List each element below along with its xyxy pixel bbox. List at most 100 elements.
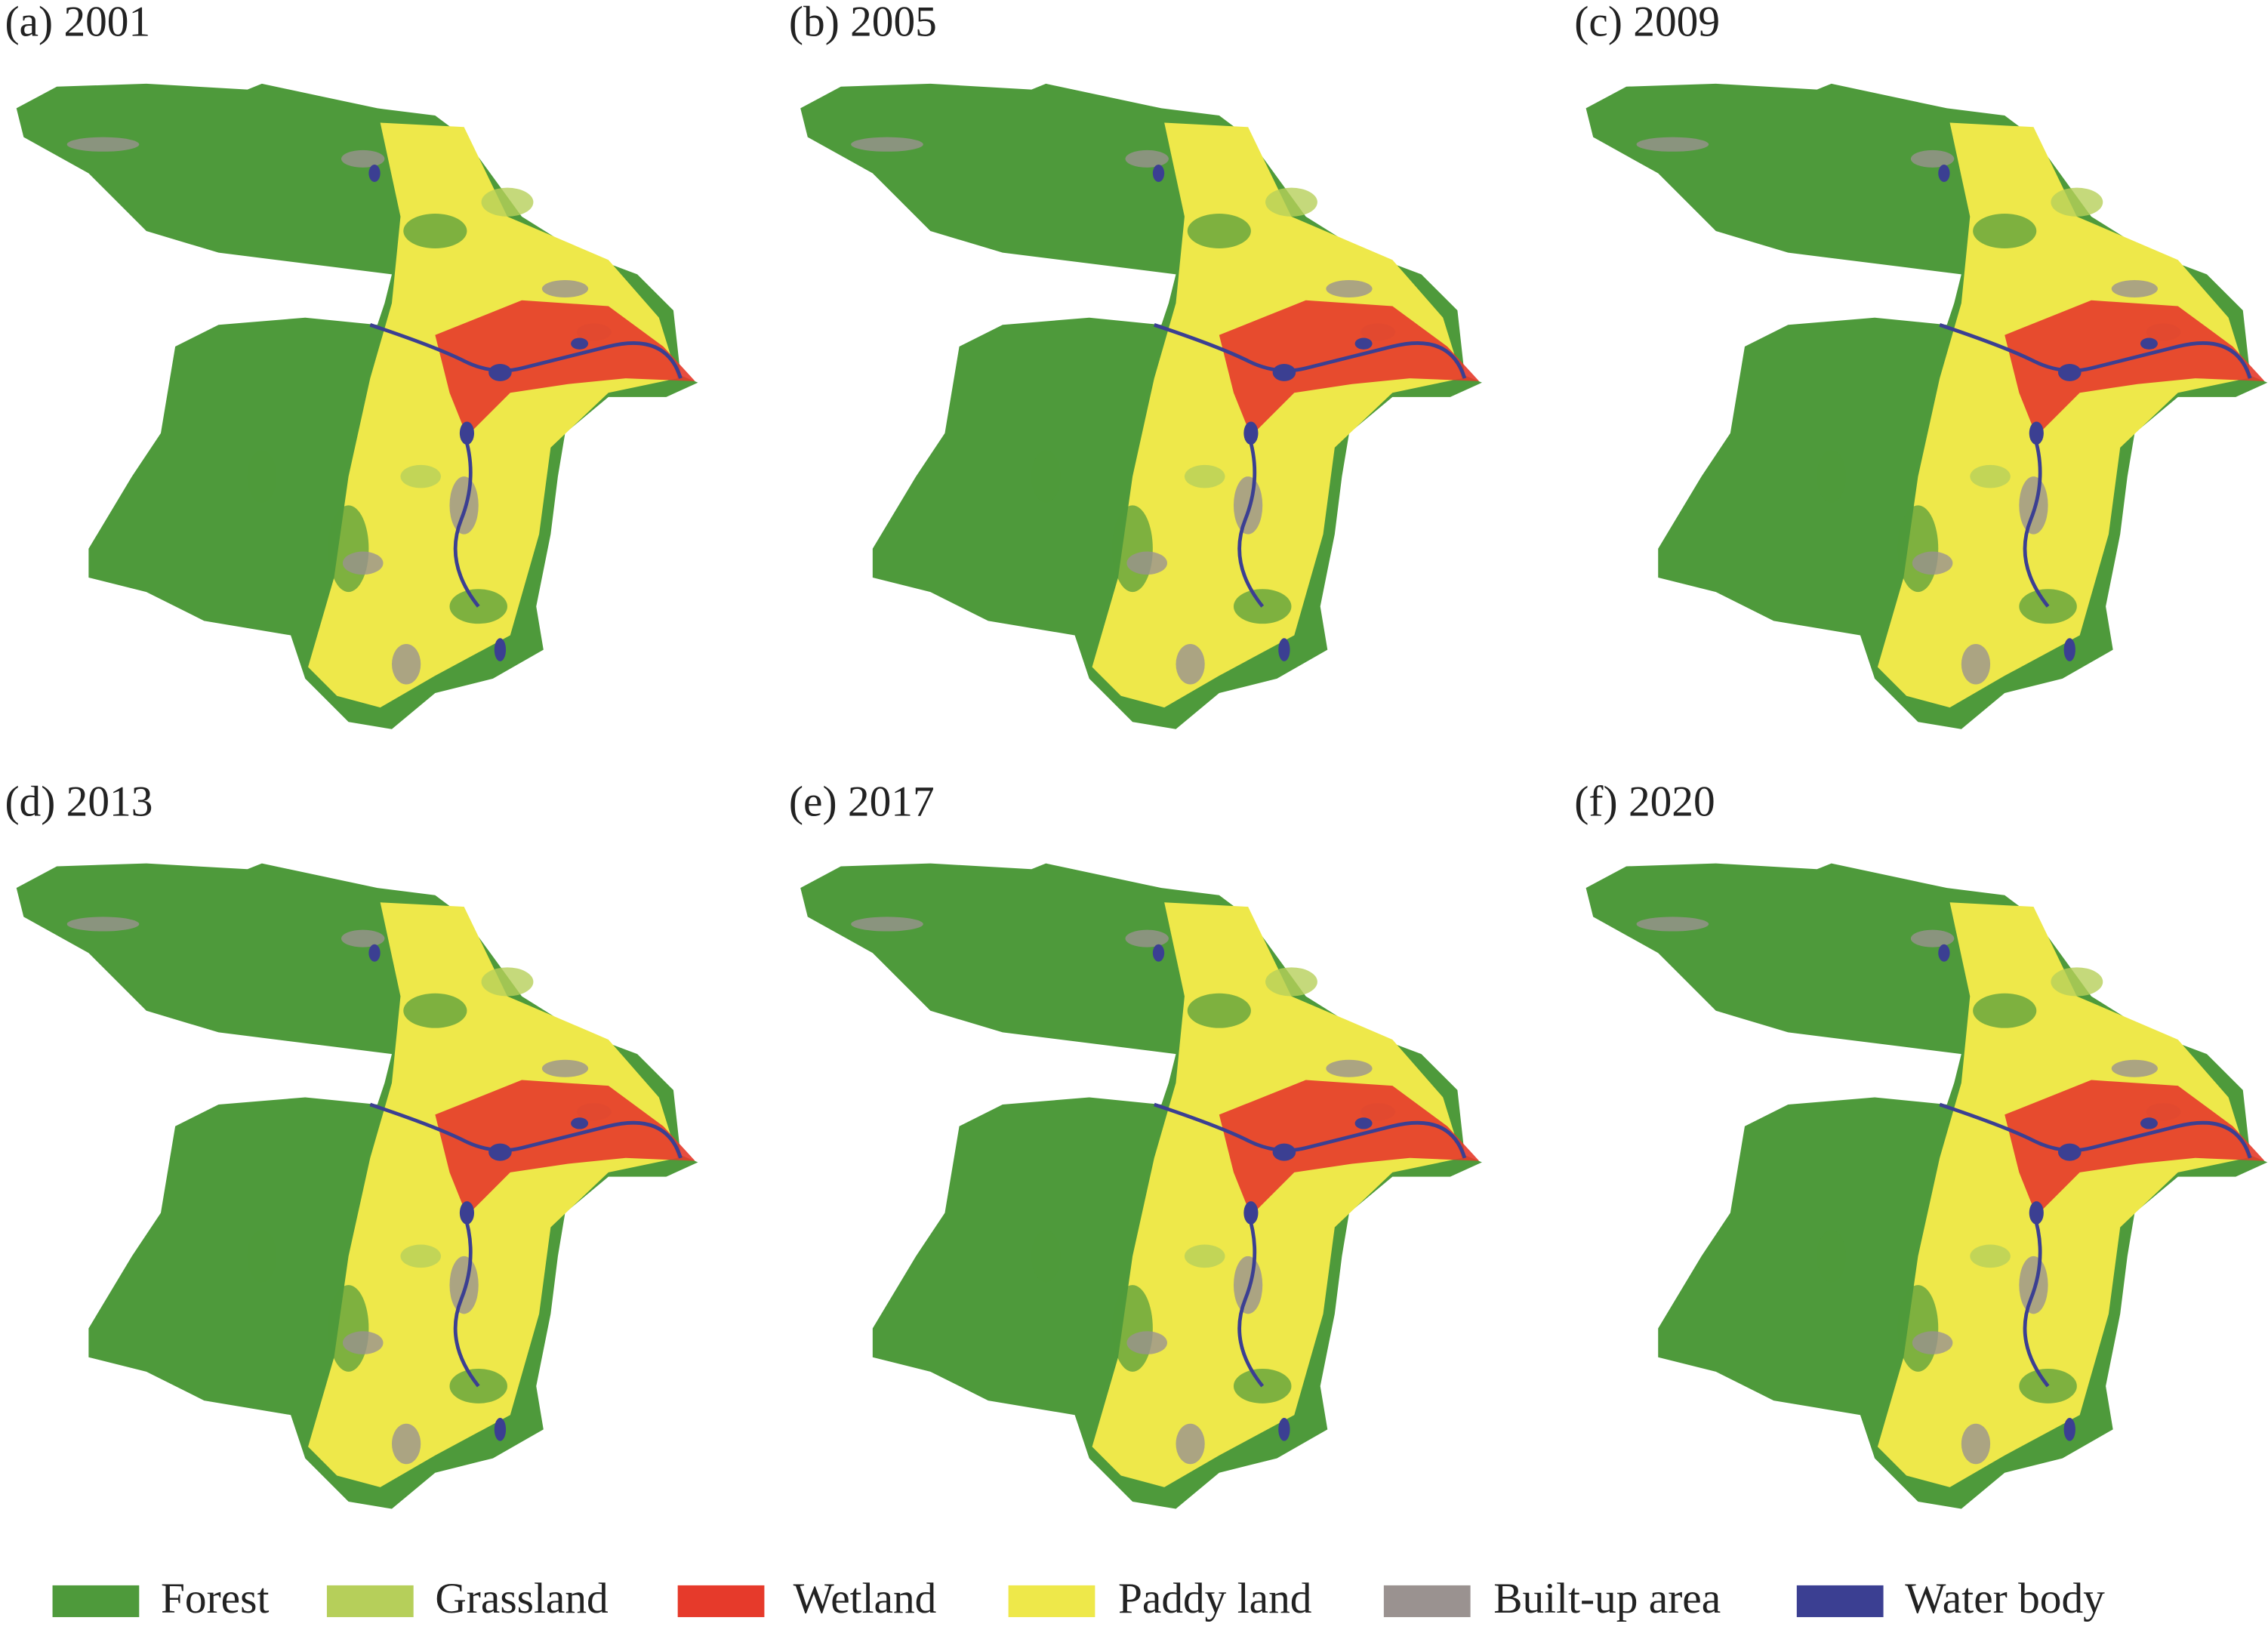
land-use-map xyxy=(1585,83,2268,729)
water-patch xyxy=(494,638,507,661)
forest-patch xyxy=(1112,1285,1153,1372)
grassland-patch xyxy=(481,967,534,997)
built-up-patch xyxy=(1125,929,1169,947)
water-patch xyxy=(2057,363,2082,381)
river xyxy=(1154,323,1467,608)
forest-patch xyxy=(2019,589,2077,624)
built-up-patch xyxy=(341,929,385,947)
water-patch xyxy=(459,1201,475,1225)
legend-label: Built-up area xyxy=(1493,1575,1721,1622)
forest-patch xyxy=(1817,1230,1846,1283)
forest-patch xyxy=(403,993,467,1028)
built-up-patch xyxy=(1961,1423,1991,1465)
water-patch xyxy=(488,363,512,381)
wetland-area xyxy=(435,300,695,436)
built-up-patch xyxy=(1636,917,1709,932)
built-up-patch xyxy=(449,476,479,535)
water-patch xyxy=(2063,1418,2075,1441)
forest-patch xyxy=(403,214,467,248)
forest-patch xyxy=(1897,1285,1939,1372)
wetland-area xyxy=(435,1080,695,1216)
built-up-patch xyxy=(342,1331,384,1354)
grassland-patch xyxy=(1265,967,1317,997)
built-up-patch xyxy=(1176,643,1205,685)
paddy-area xyxy=(1877,122,2248,708)
forest-patch xyxy=(1973,214,2037,248)
water-patch xyxy=(1938,944,1950,962)
legend-swatch xyxy=(1383,1585,1471,1617)
legend-label: Wetland xyxy=(793,1575,937,1622)
paddy-area xyxy=(308,902,678,1487)
land-use-map xyxy=(1585,863,2268,1509)
forest-patch xyxy=(247,1230,276,1283)
built-up-patch xyxy=(541,1059,589,1077)
water-patch xyxy=(1272,363,1296,381)
built-up-patch xyxy=(1912,1331,1953,1354)
built-up-patch xyxy=(1176,1423,1205,1465)
grassland-patch xyxy=(1184,464,1225,488)
forest-patch xyxy=(328,505,369,593)
river xyxy=(1939,1102,2252,1388)
grassland-patch xyxy=(2051,967,2103,997)
built-up-patch xyxy=(1910,929,1955,947)
forest-patch xyxy=(328,1285,369,1372)
forest-patch xyxy=(1187,214,1251,248)
land-use-map xyxy=(16,83,698,729)
built-up-patch xyxy=(1910,149,1955,168)
water-patch xyxy=(1278,638,1290,661)
water-patch xyxy=(1354,337,1373,350)
forest-patch xyxy=(1973,993,2037,1028)
paddy-area xyxy=(308,122,678,708)
legend-swatch xyxy=(1796,1585,1884,1617)
wetland-area xyxy=(2005,300,2265,436)
built-up-patch xyxy=(541,280,589,297)
built-up-patch xyxy=(2111,280,2158,297)
paddy-area xyxy=(1092,902,1462,1487)
panel-label: (c) 2009 xyxy=(1574,0,1720,46)
forest-patch xyxy=(1112,505,1153,593)
built-up-patch xyxy=(851,137,923,152)
legend-label: Grassland xyxy=(435,1575,608,1622)
water-patch xyxy=(571,1117,589,1129)
forest-patch xyxy=(1031,1230,1061,1283)
built-up-patch xyxy=(66,917,140,932)
legend-swatch xyxy=(52,1585,140,1617)
wetland-area xyxy=(2005,1080,2265,1216)
wetland-area xyxy=(1219,300,1480,436)
built-up-patch xyxy=(342,551,384,575)
paddy-area xyxy=(1092,122,1462,708)
water-patch xyxy=(2063,638,2075,661)
built-up-patch xyxy=(391,643,421,685)
water-patch xyxy=(1243,421,1259,445)
water-patch xyxy=(2140,1117,2158,1129)
water-patch xyxy=(2057,1143,2082,1161)
built-up-patch xyxy=(1233,1256,1263,1314)
water-patch xyxy=(571,337,589,350)
forest-patch xyxy=(1031,450,1061,503)
built-up-patch xyxy=(1126,1331,1167,1354)
built-up-patch xyxy=(1961,643,1991,685)
river xyxy=(1154,1102,1467,1388)
built-up-patch xyxy=(1326,1059,1373,1077)
panel-label: (d) 2013 xyxy=(5,778,153,825)
water-patch xyxy=(1152,165,1165,182)
built-up-patch xyxy=(1636,137,1709,152)
built-up-patch xyxy=(341,149,385,168)
built-up-patch xyxy=(2111,1059,2158,1077)
panel-label: (e) 2017 xyxy=(789,778,935,825)
water-patch xyxy=(368,944,381,962)
water-patch xyxy=(2029,421,2044,445)
water-patch xyxy=(459,421,475,445)
built-up-patch xyxy=(66,137,140,152)
grassland-patch xyxy=(1265,187,1317,217)
water-patch xyxy=(2140,337,2158,350)
panel-label: (b) 2005 xyxy=(789,0,937,46)
grassland-patch xyxy=(1184,1244,1225,1268)
grassland-patch xyxy=(481,187,534,217)
river xyxy=(1939,323,2252,608)
water-patch xyxy=(494,1418,507,1441)
water-patch xyxy=(368,165,381,182)
grassland-patch xyxy=(1970,464,2011,488)
land-use-map xyxy=(800,863,1482,1509)
built-up-patch xyxy=(1126,551,1167,575)
